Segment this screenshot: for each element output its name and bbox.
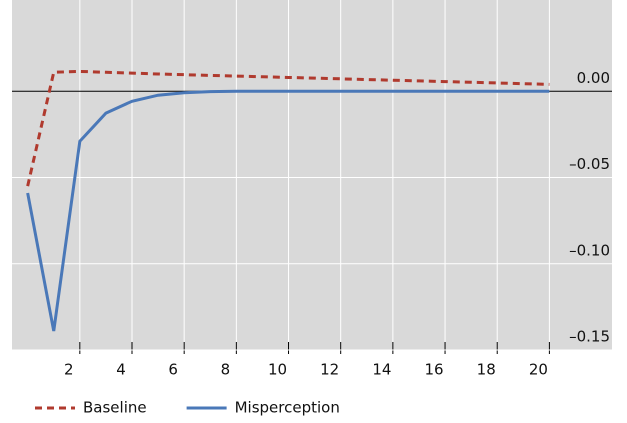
x-tick-label: 10	[268, 361, 287, 379]
series-line	[26, 69, 550, 187]
y-tick-label: 0.00	[577, 69, 610, 87]
y-tick-label: –0.10	[569, 241, 610, 259]
x-tick-label: 16	[424, 361, 443, 379]
x-tick-label: 20	[529, 361, 548, 379]
x-tick-label: 14	[372, 361, 391, 379]
plot-background	[12, 0, 612, 350]
x-tick-label: 4	[116, 361, 126, 379]
y-tick-label: –0.15	[569, 328, 610, 346]
legend-label: Baseline	[83, 399, 147, 417]
x-tick-label: 6	[168, 361, 178, 379]
x-tick-label: 8	[221, 361, 231, 379]
y-tick-label: –0.05	[569, 155, 610, 173]
x-tick-label: 18	[477, 361, 496, 379]
series-line	[26, 89, 550, 332]
legend-label: Misperception	[235, 399, 340, 417]
x-tick-label: 2	[64, 361, 74, 379]
x-tick-label: 12	[320, 361, 339, 379]
